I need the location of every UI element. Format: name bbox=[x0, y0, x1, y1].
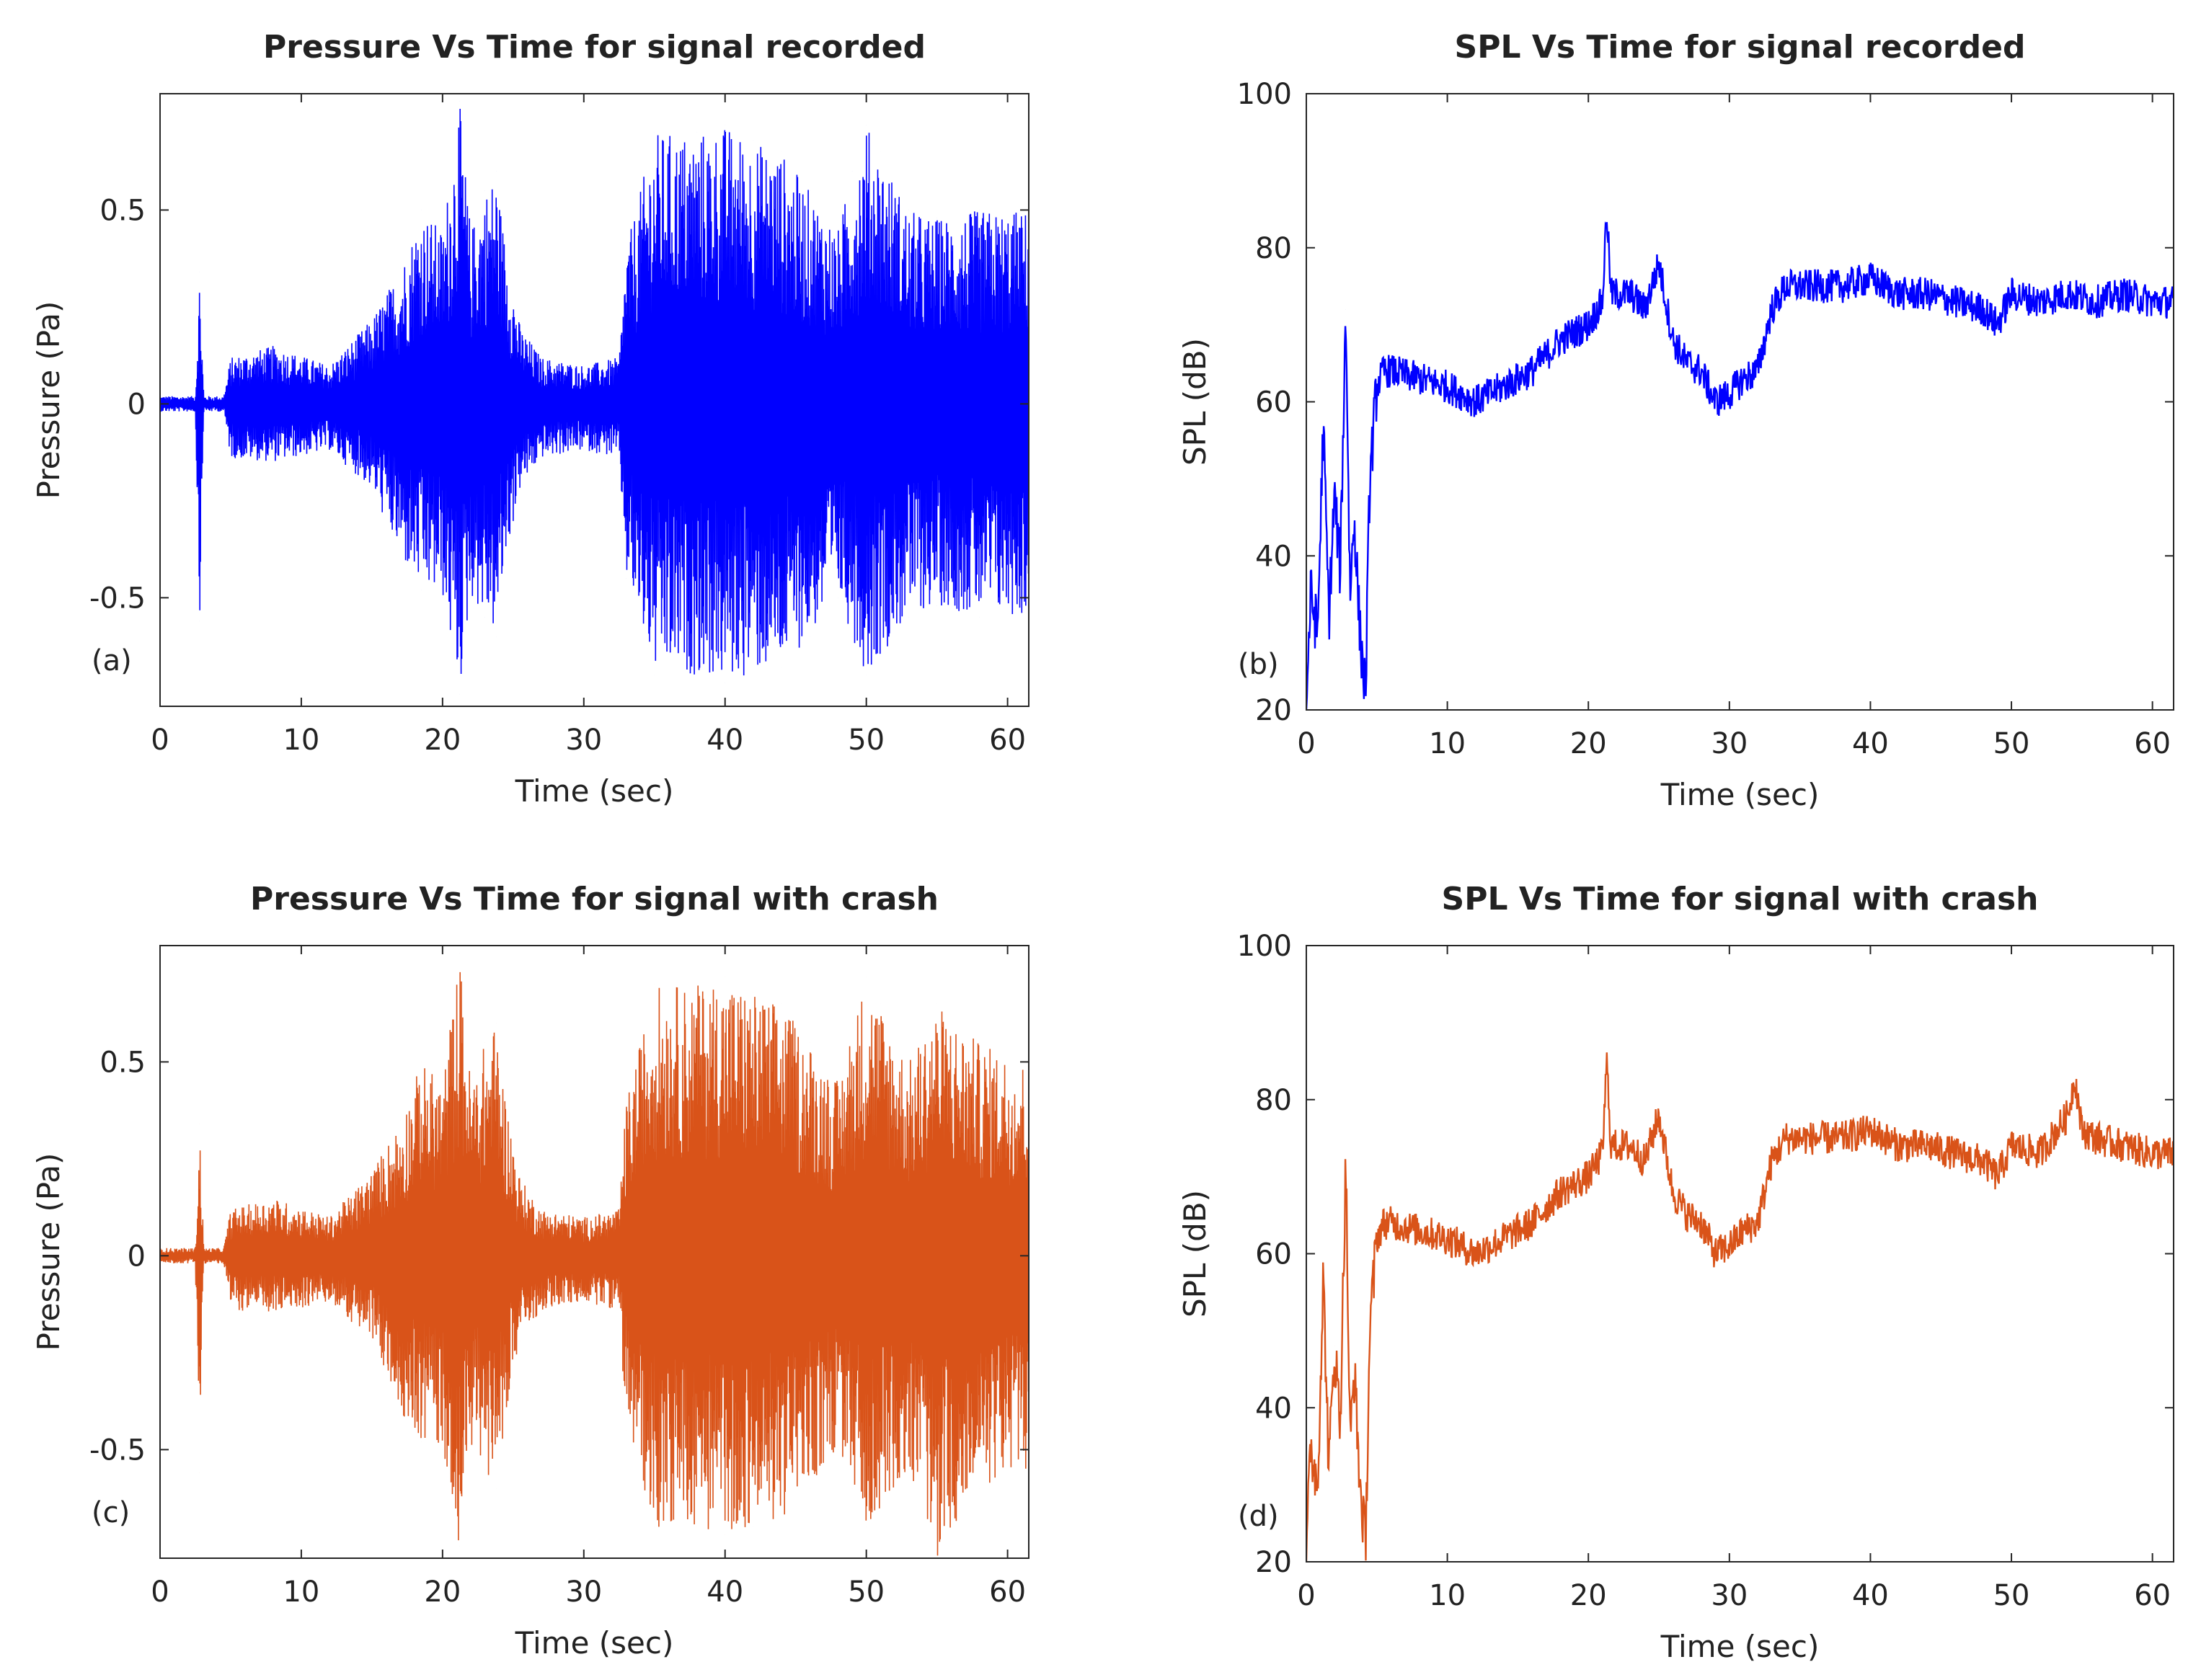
x-tick-label: 50 bbox=[848, 724, 885, 757]
y-tick-label: 80 bbox=[1255, 1084, 1292, 1117]
y-axis-label: SPL (dB) bbox=[1177, 1190, 1213, 1317]
panel-d: SPL Vs Time for signal with crash 0 10 20 30… bbox=[1177, 881, 2174, 1664]
y-tick-label: 20 bbox=[1255, 1546, 1292, 1579]
x-tick-label: 60 bbox=[989, 724, 1026, 757]
y-tick-label: 80 bbox=[1255, 232, 1292, 265]
axes-box bbox=[1306, 93, 2174, 711]
x-tick-label: 40 bbox=[1852, 727, 1889, 760]
y-tick-label: 100 bbox=[1237, 930, 1292, 963]
y-tick-label: 60 bbox=[1255, 1238, 1292, 1271]
y-tick-label: 100 bbox=[1237, 78, 1292, 111]
y-tick-label: 60 bbox=[1255, 386, 1292, 419]
axes-box bbox=[1306, 945, 2174, 1563]
x-axis-label: Time (sec) bbox=[515, 1625, 674, 1661]
y-tick-label: 0 bbox=[128, 1240, 146, 1273]
x-tick-label: 50 bbox=[1993, 1579, 2030, 1612]
x-tick-label: 50 bbox=[1993, 727, 2030, 760]
y-tick-label: 0.5 bbox=[99, 194, 146, 227]
panel-label: (a) bbox=[92, 644, 132, 677]
series-spl bbox=[1306, 1052, 2174, 1562]
chart-title: Pressure Vs Time for signal recorded bbox=[263, 29, 926, 66]
x-tick-label: 10 bbox=[1429, 1579, 1466, 1612]
x-tick-label: 0 bbox=[151, 724, 169, 757]
y-tick-label: -0.5 bbox=[89, 582, 146, 615]
x-tick-label: 20 bbox=[424, 724, 461, 757]
x-tick-label: 30 bbox=[565, 724, 602, 757]
x-tick-label: 0 bbox=[1297, 1579, 1315, 1612]
axes-box bbox=[159, 93, 1029, 707]
x-tick-label: 40 bbox=[1852, 1579, 1889, 1612]
x-tick-label: 20 bbox=[1570, 1579, 1607, 1612]
x-tick-label: 30 bbox=[1711, 727, 1748, 760]
chart-title: SPL Vs Time for signal recorded bbox=[1455, 29, 2026, 66]
y-tick-label: 40 bbox=[1255, 1392, 1292, 1425]
x-axis-label: Time (sec) bbox=[1660, 1629, 1820, 1664]
x-tick-label: 0 bbox=[1297, 727, 1315, 760]
y-axis-label: SPL (dB) bbox=[1177, 338, 1213, 466]
y-axis-label: Pressure (Pa) bbox=[31, 1153, 66, 1351]
plot-data bbox=[1306, 209, 2174, 710]
chart-title: Pressure Vs Time for signal with crash bbox=[250, 881, 939, 917]
x-tick-label: 10 bbox=[283, 724, 319, 757]
x-tick-label: 20 bbox=[1570, 727, 1607, 760]
plot-data bbox=[160, 953, 1029, 1558]
x-tick-label: 10 bbox=[1429, 727, 1466, 760]
y-tick-label: 0 bbox=[128, 388, 146, 421]
panel-b: SPL Vs Time for signal recorded 0 10 20 30 40… bbox=[1177, 29, 2174, 812]
axes-box bbox=[159, 945, 1029, 1559]
y-tick-label: -0.5 bbox=[89, 1434, 146, 1467]
x-tick-label: 10 bbox=[283, 1575, 319, 1609]
x-tick-label: 0 bbox=[151, 1575, 169, 1609]
chart-title: SPL Vs Time for signal with crash bbox=[1442, 881, 2039, 917]
panel-c: Pressure Vs Time for signal with crash 0 1… bbox=[31, 881, 1029, 1661]
y-tick-label: 0.5 bbox=[99, 1046, 146, 1079]
x-tick-label: 60 bbox=[989, 1575, 1026, 1609]
series-pressure bbox=[160, 972, 1029, 1556]
y-tick-label: 20 bbox=[1255, 694, 1292, 727]
x-tick-label: 60 bbox=[2134, 1579, 2171, 1612]
x-tick-label: 30 bbox=[1711, 1579, 1748, 1612]
x-tick-label: 30 bbox=[565, 1575, 602, 1609]
panel-a: Pressure Vs Time for signal recorded 0 10 2… bbox=[31, 29, 1029, 809]
plot-data bbox=[160, 101, 1029, 695]
panel-label: (b) bbox=[1238, 648, 1279, 681]
x-tick-label: 50 bbox=[848, 1575, 885, 1609]
x-axis-label: Time (sec) bbox=[515, 773, 674, 809]
x-axis-label: Time (sec) bbox=[1660, 777, 1820, 812]
panel-label: (d) bbox=[1238, 1500, 1279, 1533]
series-pressure bbox=[160, 108, 1029, 676]
x-tick-label: 20 bbox=[424, 1575, 461, 1609]
x-tick-label: 40 bbox=[707, 724, 743, 757]
y-tick-label: 40 bbox=[1255, 540, 1292, 573]
x-tick-label: 60 bbox=[2134, 727, 2171, 760]
series-spl bbox=[1306, 221, 2174, 710]
x-tick-label: 40 bbox=[707, 1575, 743, 1609]
plot-data bbox=[1306, 1052, 2174, 1562]
y-axis-label: Pressure (Pa) bbox=[31, 301, 66, 499]
panel-label: (c) bbox=[92, 1496, 130, 1529]
